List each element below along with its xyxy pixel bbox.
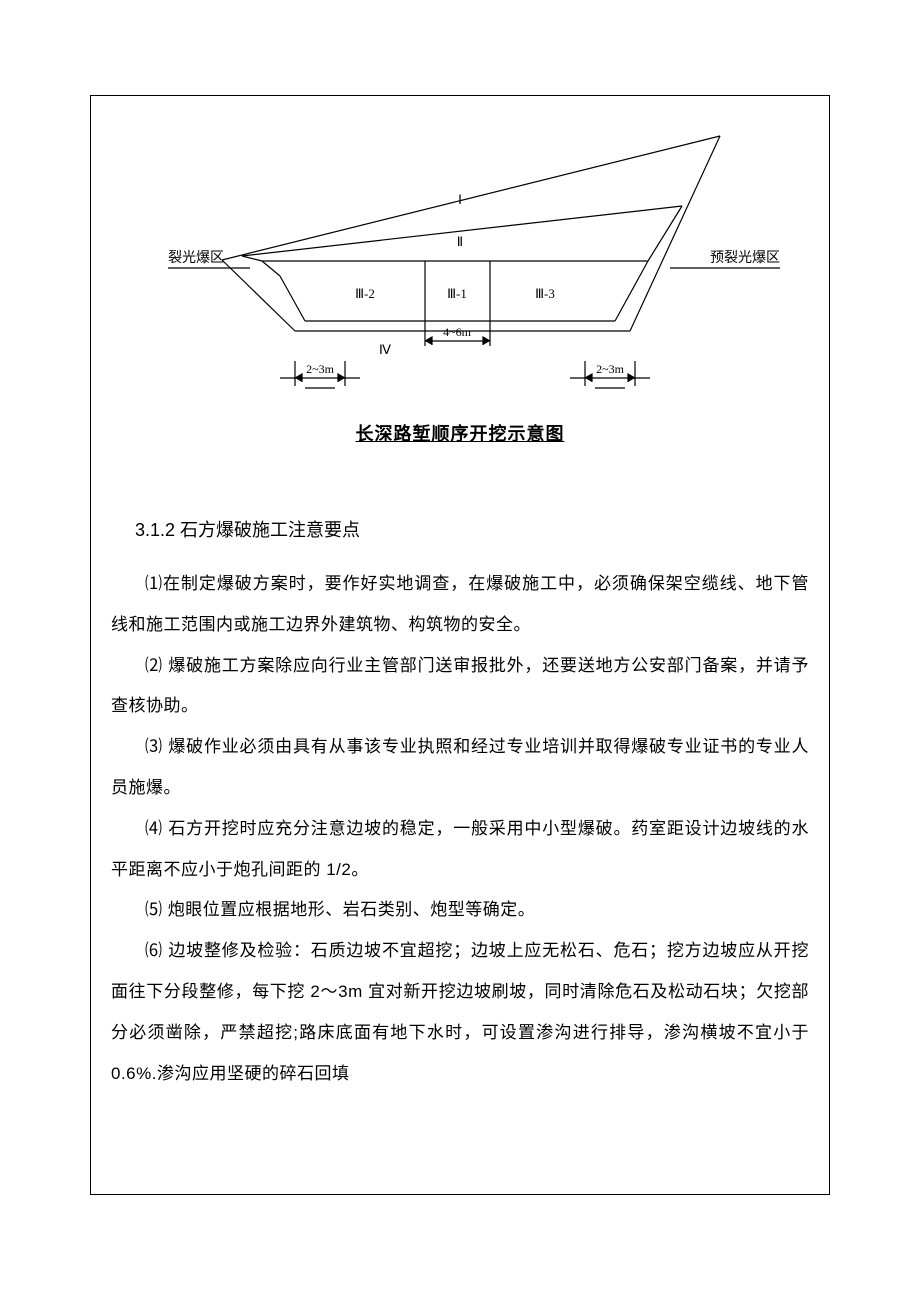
section-heading: 3.1.2 石方爆破施工注意要点 bbox=[135, 516, 809, 542]
label-II: Ⅱ bbox=[457, 234, 463, 249]
excavation-diagram: Ⅰ Ⅱ Ⅲ-2 Ⅲ-1 Ⅲ-3 Ⅳ 4~6m 2~3m 2~3m 裂光爆区 预裂… bbox=[130, 126, 790, 406]
page-frame: Ⅰ Ⅱ Ⅲ-2 Ⅲ-1 Ⅲ-3 Ⅳ 4~6m 2~3m 2~3m 裂光爆区 预裂… bbox=[90, 95, 830, 1195]
para-3: ⑶ 爆破作业必须由具有从事该专业执照和经过专业培训并取得爆破专业证书的专业人员施… bbox=[111, 727, 809, 809]
label-I: Ⅰ bbox=[458, 192, 462, 207]
para-1: ⑴在制定爆破方案时，要作好实地调查，在爆破施工中，必须确保架空缆线、地下管线和施… bbox=[111, 564, 809, 646]
para-4: ⑷ 石方开挖时应充分注意边坡的稳定，一般采用中小型爆破。药室距设计边坡线的水平距… bbox=[111, 809, 809, 891]
dim-center: 4~6m bbox=[443, 325, 471, 339]
label-IV: Ⅳ bbox=[379, 342, 391, 357]
label-III3: Ⅲ-3 bbox=[535, 286, 555, 301]
diagram-container: Ⅰ Ⅱ Ⅲ-2 Ⅲ-1 Ⅲ-3 Ⅳ 4~6m 2~3m 2~3m 裂光爆区 预裂… bbox=[111, 126, 809, 406]
diagram-caption: 长深路堑顺序开挖示意图 bbox=[111, 420, 809, 446]
label-III2: Ⅲ-2 bbox=[355, 286, 375, 301]
dim-right: 2~3m bbox=[596, 362, 624, 376]
dim-left: 2~3m bbox=[306, 362, 334, 376]
right-zone-label: 预裂光爆区 bbox=[710, 250, 780, 266]
left-zone-label: 裂光爆区 bbox=[168, 250, 224, 266]
para-6: ⑹ 边坡整修及检验：石质边坡不宜超挖；边坡上应无松石、危石；挖方边坡应从开挖面往… bbox=[111, 931, 809, 1094]
label-III1: Ⅲ-1 bbox=[447, 286, 467, 301]
para-5: ⑸ 炮眼位置应根据地形、岩石类别、炮型等确定。 bbox=[111, 890, 809, 931]
para-2: ⑵ 爆破施工方案除应向行业主管部门送审报批外，还要送地方公安部门备案，并请予查核… bbox=[111, 646, 809, 728]
